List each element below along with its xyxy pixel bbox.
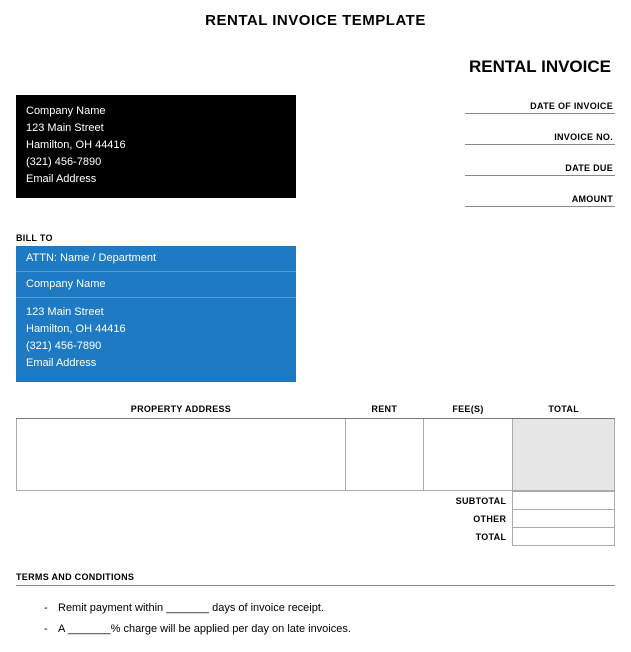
line-item-row [17,419,615,491]
bill-to-block: ATTN: Name / Department Company Name 123… [16,246,296,382]
col-total: TOTAL [513,400,615,419]
total-value[interactable] [513,528,615,546]
company-street: 123 Main Street [26,120,286,137]
invoice-no-field: INVOICE NO. [465,128,615,145]
cell-fees[interactable] [423,419,513,491]
terms-list: -Remit payment within _______ days of in… [16,598,615,640]
company-phone: (321) 456-7890 [26,154,286,171]
bill-to-city: Hamilton, OH 44416 [26,321,286,338]
date-of-invoice-field: DATE OF INVOICE [465,97,615,114]
company-name: Company Name [26,103,286,120]
bill-to-company: Company Name [16,272,296,298]
col-rent: RENT [345,400,423,419]
other-label: OTHER [16,510,513,528]
document-title: RENTAL INVOICE [16,57,615,77]
bill-to-email: Email Address [26,355,286,372]
col-fees: FEE(S) [423,400,513,419]
company-email: Email Address [26,171,286,188]
subtotal-label: SUBTOTAL [16,492,513,510]
cell-property-address[interactable] [17,419,346,491]
col-property-address: PROPERTY ADDRESS [17,400,346,419]
bill-to-street: 123 Main Street [26,304,286,321]
bill-to-label: BILL TO [16,233,615,243]
terms-text-1: Remit payment within _______ days of inv… [58,602,324,614]
totals-table: SUBTOTAL OTHER TOTAL [16,491,615,546]
bill-to-phone: (321) 456-7890 [26,338,286,355]
top-section: Company Name 123 Main Street Hamilton, O… [16,95,615,221]
subtotal-value[interactable] [513,492,615,510]
invoice-meta: DATE OF INVOICE INVOICE NO. DATE DUE AMO… [465,95,615,221]
company-block: Company Name 123 Main Street Hamilton, O… [16,95,296,198]
terms-header: TERMS AND CONDITIONS [16,572,615,586]
terms-line: -A _______% charge will be applied per d… [44,619,615,640]
cell-total[interactable] [513,419,615,491]
other-value[interactable] [513,510,615,528]
bill-to-attn: ATTN: Name / Department [16,246,296,272]
amount-field: AMOUNT [465,190,615,207]
total-label: TOTAL [16,528,513,546]
company-city: Hamilton, OH 44416 [26,137,286,154]
page-title: RENTAL INVOICE TEMPLATE [16,12,615,29]
date-due-field: DATE DUE [465,159,615,176]
line-items-table: PROPERTY ADDRESS RENT FEE(S) TOTAL [16,400,615,491]
cell-rent[interactable] [345,419,423,491]
terms-line: -Remit payment within _______ days of in… [44,598,615,619]
terms-text-2: A _______% charge will be applied per da… [58,623,351,635]
